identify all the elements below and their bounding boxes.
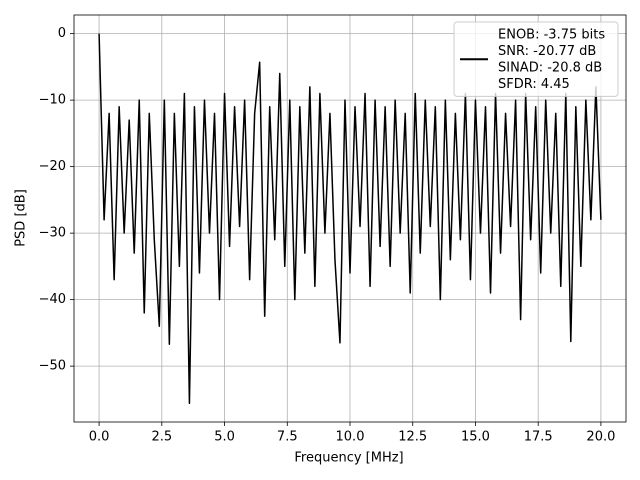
- y-axis-label: PSD [dB]: [14, 189, 29, 247]
- y-tick-label: −40: [39, 292, 66, 307]
- legend-box: [453, 21, 619, 97]
- legend-line: SNR: -20.77 dB: [498, 43, 596, 58]
- x-tick-label: 20.0: [586, 430, 615, 445]
- x-tick-label: 0.0: [89, 430, 110, 445]
- legend-line: ENOB: -3.75 bits: [498, 27, 605, 42]
- y-tick-label: −10: [39, 93, 66, 108]
- plot-frame: [73, 14, 627, 423]
- legend: ENOB: -3.75 bits SNR: -20.77 dB SINAD: -20…: [453, 21, 619, 97]
- y-tick-label: −30: [39, 226, 66, 241]
- x-tick-label: 7.5: [277, 430, 298, 445]
- y-tick-label: −50: [39, 359, 66, 374]
- x-tick-label: 10.0: [336, 430, 365, 445]
- legend-line: SINAD: -20.8 dB: [498, 60, 602, 75]
- x-tick-label: 15.0: [461, 430, 490, 445]
- x-tick-label: 5.0: [214, 430, 235, 445]
- y-tick-label: 0: [58, 26, 66, 41]
- x-tick-label: 17.5: [524, 430, 553, 445]
- x-axis-label: Frequency [MHz]: [294, 451, 403, 466]
- legend-label: ENOB: -3.75 bits SNR: -20.77 dB SINAD: -20…: [498, 27, 605, 92]
- x-tick-label: 12.5: [398, 430, 427, 445]
- data-line: [98, 33, 602, 405]
- y-tick-label: −20: [39, 159, 66, 174]
- legend-line: SFDR: 4.45: [498, 77, 570, 92]
- x-tick-label: 2.5: [151, 430, 172, 445]
